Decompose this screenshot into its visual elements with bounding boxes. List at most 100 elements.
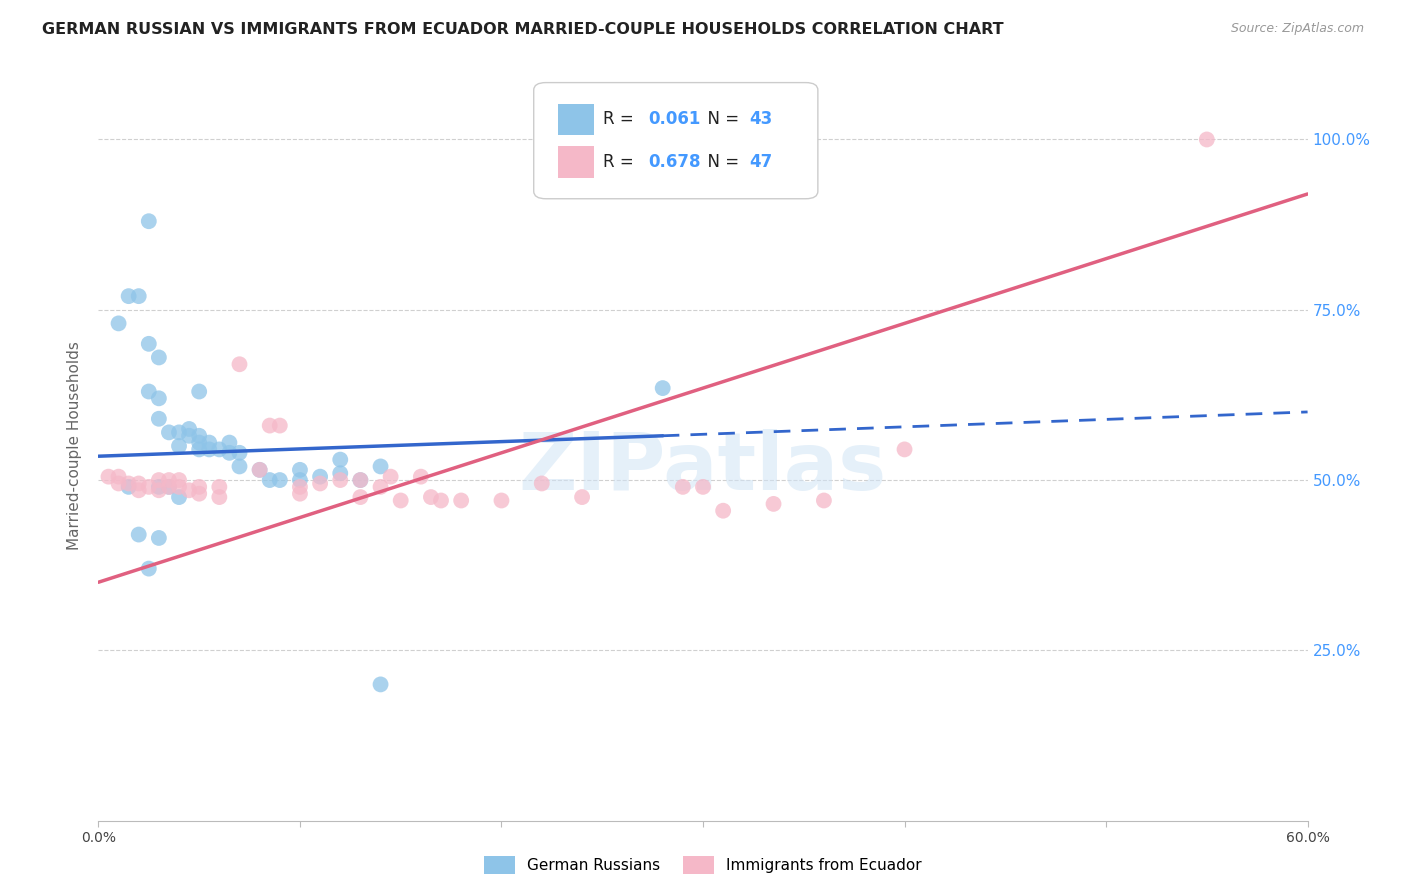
Text: N =: N = bbox=[697, 153, 744, 171]
Point bbox=[167, 425, 190, 440]
Point bbox=[349, 473, 371, 487]
Text: 47: 47 bbox=[749, 153, 772, 171]
Point bbox=[288, 486, 311, 500]
Point bbox=[118, 480, 141, 494]
Point bbox=[288, 463, 311, 477]
Point bbox=[692, 480, 714, 494]
Point bbox=[148, 480, 170, 494]
Point bbox=[651, 381, 673, 395]
Point bbox=[530, 476, 553, 491]
Point bbox=[409, 469, 432, 483]
Point bbox=[711, 504, 734, 518]
Point bbox=[107, 469, 129, 483]
Point bbox=[259, 473, 281, 487]
Point bbox=[349, 473, 371, 487]
Point bbox=[208, 490, 231, 504]
Point bbox=[228, 446, 250, 460]
Point bbox=[198, 442, 221, 457]
Point bbox=[188, 384, 211, 399]
Point bbox=[188, 480, 211, 494]
Y-axis label: Married-couple Households: Married-couple Households bbox=[67, 342, 83, 550]
Point bbox=[107, 476, 129, 491]
Point bbox=[138, 214, 160, 228]
Point bbox=[148, 483, 170, 498]
Point bbox=[138, 561, 160, 575]
Point bbox=[420, 490, 443, 504]
Point bbox=[118, 289, 141, 303]
Point bbox=[380, 469, 402, 483]
Point bbox=[128, 289, 150, 303]
Point bbox=[157, 480, 180, 494]
Text: 43: 43 bbox=[749, 111, 772, 128]
FancyBboxPatch shape bbox=[534, 83, 818, 199]
Point bbox=[249, 463, 271, 477]
FancyBboxPatch shape bbox=[558, 146, 595, 178]
Point bbox=[288, 480, 311, 494]
Point bbox=[128, 483, 150, 498]
Point bbox=[148, 411, 170, 425]
Point bbox=[370, 459, 392, 474]
Point bbox=[430, 493, 453, 508]
Text: 0.678: 0.678 bbox=[648, 153, 702, 171]
Point bbox=[370, 480, 392, 494]
Point bbox=[148, 473, 170, 487]
Text: Source: ZipAtlas.com: Source: ZipAtlas.com bbox=[1230, 22, 1364, 36]
Point bbox=[179, 422, 201, 436]
Point bbox=[491, 493, 513, 508]
Text: 0.061: 0.061 bbox=[648, 111, 702, 128]
Point bbox=[148, 351, 170, 365]
Point bbox=[179, 483, 201, 498]
Point bbox=[138, 480, 160, 494]
Text: ZIPatlas: ZIPatlas bbox=[519, 429, 887, 508]
Point bbox=[370, 677, 392, 691]
Point bbox=[228, 357, 250, 371]
Point bbox=[762, 497, 785, 511]
Point bbox=[269, 418, 291, 433]
Point bbox=[813, 493, 835, 508]
Point bbox=[329, 467, 352, 481]
Point bbox=[188, 435, 211, 450]
Point bbox=[571, 490, 593, 504]
Point bbox=[249, 463, 271, 477]
Point bbox=[97, 469, 120, 483]
Point bbox=[148, 531, 170, 545]
Point bbox=[259, 418, 281, 433]
Point bbox=[389, 493, 412, 508]
Point bbox=[218, 446, 240, 460]
Point bbox=[128, 476, 150, 491]
Text: GERMAN RUSSIAN VS IMMIGRANTS FROM ECUADOR MARRIED-COUPLE HOUSEHOLDS CORRELATION : GERMAN RUSSIAN VS IMMIGRANTS FROM ECUADO… bbox=[42, 22, 1004, 37]
Text: R =: R = bbox=[603, 153, 638, 171]
Point bbox=[218, 435, 240, 450]
Point bbox=[157, 480, 180, 494]
Point bbox=[309, 476, 332, 491]
Point bbox=[329, 473, 352, 487]
Point bbox=[188, 442, 211, 457]
Point bbox=[288, 473, 311, 487]
Point bbox=[167, 473, 190, 487]
Point bbox=[450, 493, 472, 508]
FancyBboxPatch shape bbox=[558, 103, 595, 135]
Point bbox=[138, 384, 160, 399]
Point bbox=[157, 473, 180, 487]
Text: N =: N = bbox=[697, 111, 744, 128]
Point bbox=[107, 317, 129, 331]
Point bbox=[188, 486, 211, 500]
Text: R =: R = bbox=[603, 111, 638, 128]
Point bbox=[167, 490, 190, 504]
Point bbox=[198, 435, 221, 450]
Point bbox=[128, 527, 150, 541]
Point bbox=[1195, 132, 1218, 146]
Point bbox=[208, 480, 231, 494]
Point bbox=[179, 429, 201, 443]
Point bbox=[269, 473, 291, 487]
Point bbox=[138, 336, 160, 351]
Point bbox=[188, 429, 211, 443]
Point bbox=[157, 425, 180, 440]
Point bbox=[208, 442, 231, 457]
Point bbox=[228, 459, 250, 474]
Point bbox=[167, 439, 190, 453]
Point bbox=[349, 490, 371, 504]
Point bbox=[893, 442, 915, 457]
Point bbox=[167, 480, 190, 494]
Point bbox=[148, 392, 170, 406]
